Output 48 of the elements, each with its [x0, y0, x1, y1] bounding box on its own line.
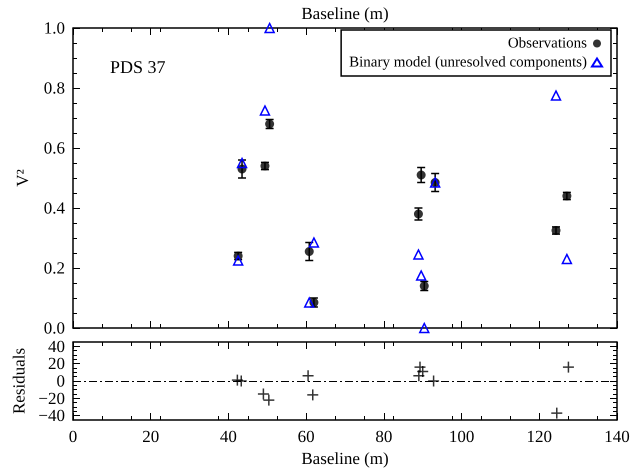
point — [412, 370, 426, 382]
x-tick-label: 0 — [68, 427, 78, 446]
point — [419, 322, 430, 334]
x-tick-label: 20 — [142, 427, 160, 446]
y-tick-label: 0.8 — [44, 78, 65, 98]
point — [550, 406, 564, 420]
y-tick-label: 0.4 — [44, 198, 66, 218]
y-tick-label: 0.0 — [44, 318, 65, 338]
point — [235, 374, 248, 388]
point — [413, 249, 424, 260]
x-axis-title: Baseline (m) — [301, 449, 389, 468]
y-tick-label: 0.6 — [44, 138, 65, 158]
x-tick-label: 100 — [448, 427, 474, 446]
x-tick-label: 120 — [526, 427, 552, 446]
point — [264, 22, 275, 34]
point — [304, 297, 314, 308]
y-tick-label: 0 — [56, 372, 65, 390]
point — [304, 247, 314, 256]
y-tick-label: 20 — [48, 354, 65, 374]
x-tick-label: 40 — [220, 427, 237, 446]
legend-label: Observations — [508, 36, 588, 52]
annotation: PDS 37 — [110, 57, 166, 77]
point — [416, 270, 426, 281]
point — [236, 158, 248, 168]
point — [302, 370, 314, 382]
point — [427, 374, 440, 388]
x2-axis-title: Baseline (m) — [301, 4, 389, 23]
point — [231, 374, 244, 386]
point — [308, 237, 320, 248]
point — [562, 254, 572, 264]
y-axis-title: V² — [13, 169, 32, 187]
y-tick-label: 0.2 — [44, 258, 65, 278]
x-tick-label: 140 — [604, 427, 630, 446]
x-tick-label: 60 — [298, 427, 315, 446]
point — [550, 90, 562, 101]
point — [414, 210, 423, 218]
point — [232, 255, 244, 266]
point — [260, 105, 270, 116]
y-tick-label: −20 — [38, 388, 65, 408]
x-tick-label: 80 — [375, 427, 392, 446]
point — [306, 388, 319, 402]
point — [562, 360, 575, 374]
y-axis-title: Residuals — [10, 348, 29, 414]
legend-label: Binary model (unresolved components) — [349, 54, 587, 70]
point — [416, 170, 426, 180]
y-tick-label: 1.0 — [44, 18, 65, 38]
y-tick-label: −40 — [38, 406, 65, 426]
y-tick-label: 40 — [48, 336, 65, 356]
